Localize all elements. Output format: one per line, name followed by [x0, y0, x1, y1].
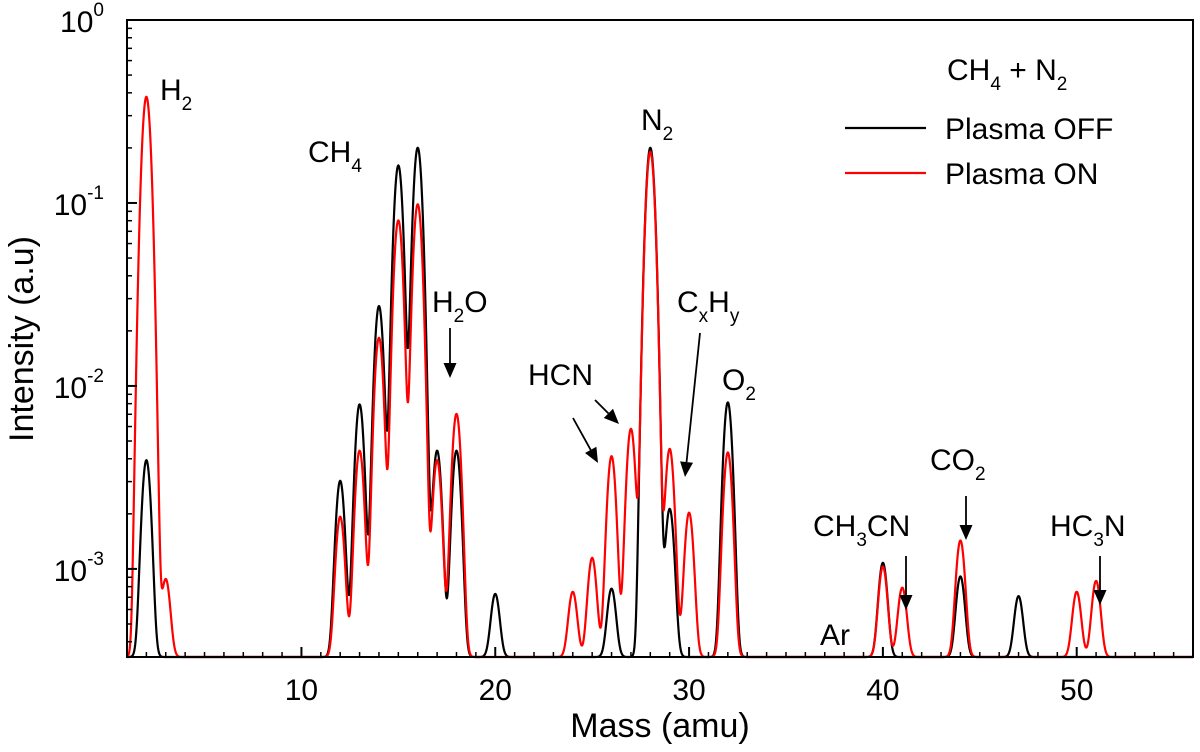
annotation-ch3cn: CH3CN [813, 510, 910, 551]
legend-label-plasma-off: Plasma OFF [945, 113, 1113, 146]
y-tick-label--2: 10-2 [54, 366, 104, 405]
legend-title: CH4 + N2 [947, 54, 1067, 95]
x-tick-label-30: 30 [672, 674, 705, 707]
annotation-hcn: HCN [528, 359, 593, 392]
arrow-hcn-b [594, 399, 619, 424]
annotation-cxhy: CxHy [677, 286, 740, 327]
y-tick-label-0: 100 [60, 0, 104, 39]
x-axis-label: Mass (amu) [570, 707, 749, 745]
x-tick-label-10: 10 [285, 674, 318, 707]
y-tick-label--3: 10-3 [54, 549, 104, 588]
annotation-ar: Ar [820, 619, 850, 652]
annotation-n2: N2 [641, 104, 673, 145]
legend-label-plasma-on: Plasma ON [945, 158, 1098, 191]
arrow-hc3n [1093, 556, 1107, 605]
plot-frame [126, 19, 1194, 658]
y-tick-label--1: 10-1 [54, 183, 104, 222]
legend: CH4 + N2 Plasma OFF Plasma ON [845, 54, 1113, 191]
x-tick-label-20: 20 [479, 674, 512, 707]
arrow-h2o [443, 328, 457, 378]
annotation-layer: H2 CH4 H2O HCN N2 CxHy O2 CH3CN CO2 Ar HC3N [160, 74, 1126, 652]
x-tick-label-50: 50 [1060, 674, 1093, 707]
arrow-hcn-a [572, 417, 598, 463]
annotation-o2: O2 [722, 364, 756, 405]
annotation-h2o: H2O [432, 286, 488, 327]
annotation-hc3n: HC3N [1050, 510, 1126, 551]
x-tick-label-40: 40 [866, 674, 899, 707]
annotation-h2: H2 [160, 74, 192, 115]
arrow-cxhy [680, 332, 701, 477]
ticks-layer: 10 20 30 40 50 100 10-1 10-2 10-3 [54, 0, 1194, 707]
annotation-co2: CO2 [930, 444, 986, 485]
arrow-co2 [959, 496, 973, 540]
y-axis-label: Intensity (a.u) [3, 236, 41, 442]
arrow-ch3cn [899, 556, 913, 610]
annotation-ch4: CH4 [308, 136, 362, 177]
